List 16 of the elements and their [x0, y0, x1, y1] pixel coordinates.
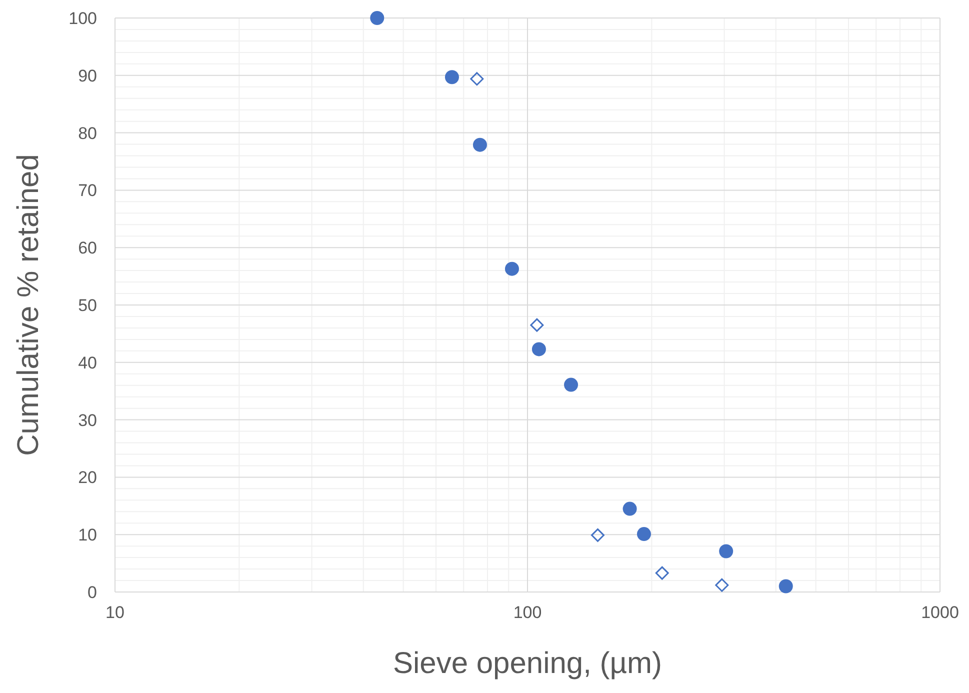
y-tick-label: 10 [78, 526, 97, 545]
y-tick-label: 80 [78, 124, 97, 143]
y-tick-label: 90 [78, 66, 97, 86]
y-tick-label: 50 [78, 296, 97, 315]
y-axis-title: Cumulative % retained [12, 154, 45, 456]
y-tick-label: 60 [78, 238, 97, 258]
y-tick-label: 100 [68, 9, 97, 28]
x-tick-label: 10 [106, 603, 124, 622]
y-tick-label: 30 [78, 410, 97, 430]
y-tick-label: 0 [88, 583, 97, 602]
y-tick-label: 20 [78, 468, 97, 488]
x-axis-title: Sieve opening, (µm) [392, 647, 662, 680]
y-tick-label: 70 [78, 181, 97, 200]
x-tick-label: 100 [513, 603, 542, 622]
x-tick-label: 1000 [921, 603, 959, 622]
y-tick-label: 40 [78, 353, 97, 372]
